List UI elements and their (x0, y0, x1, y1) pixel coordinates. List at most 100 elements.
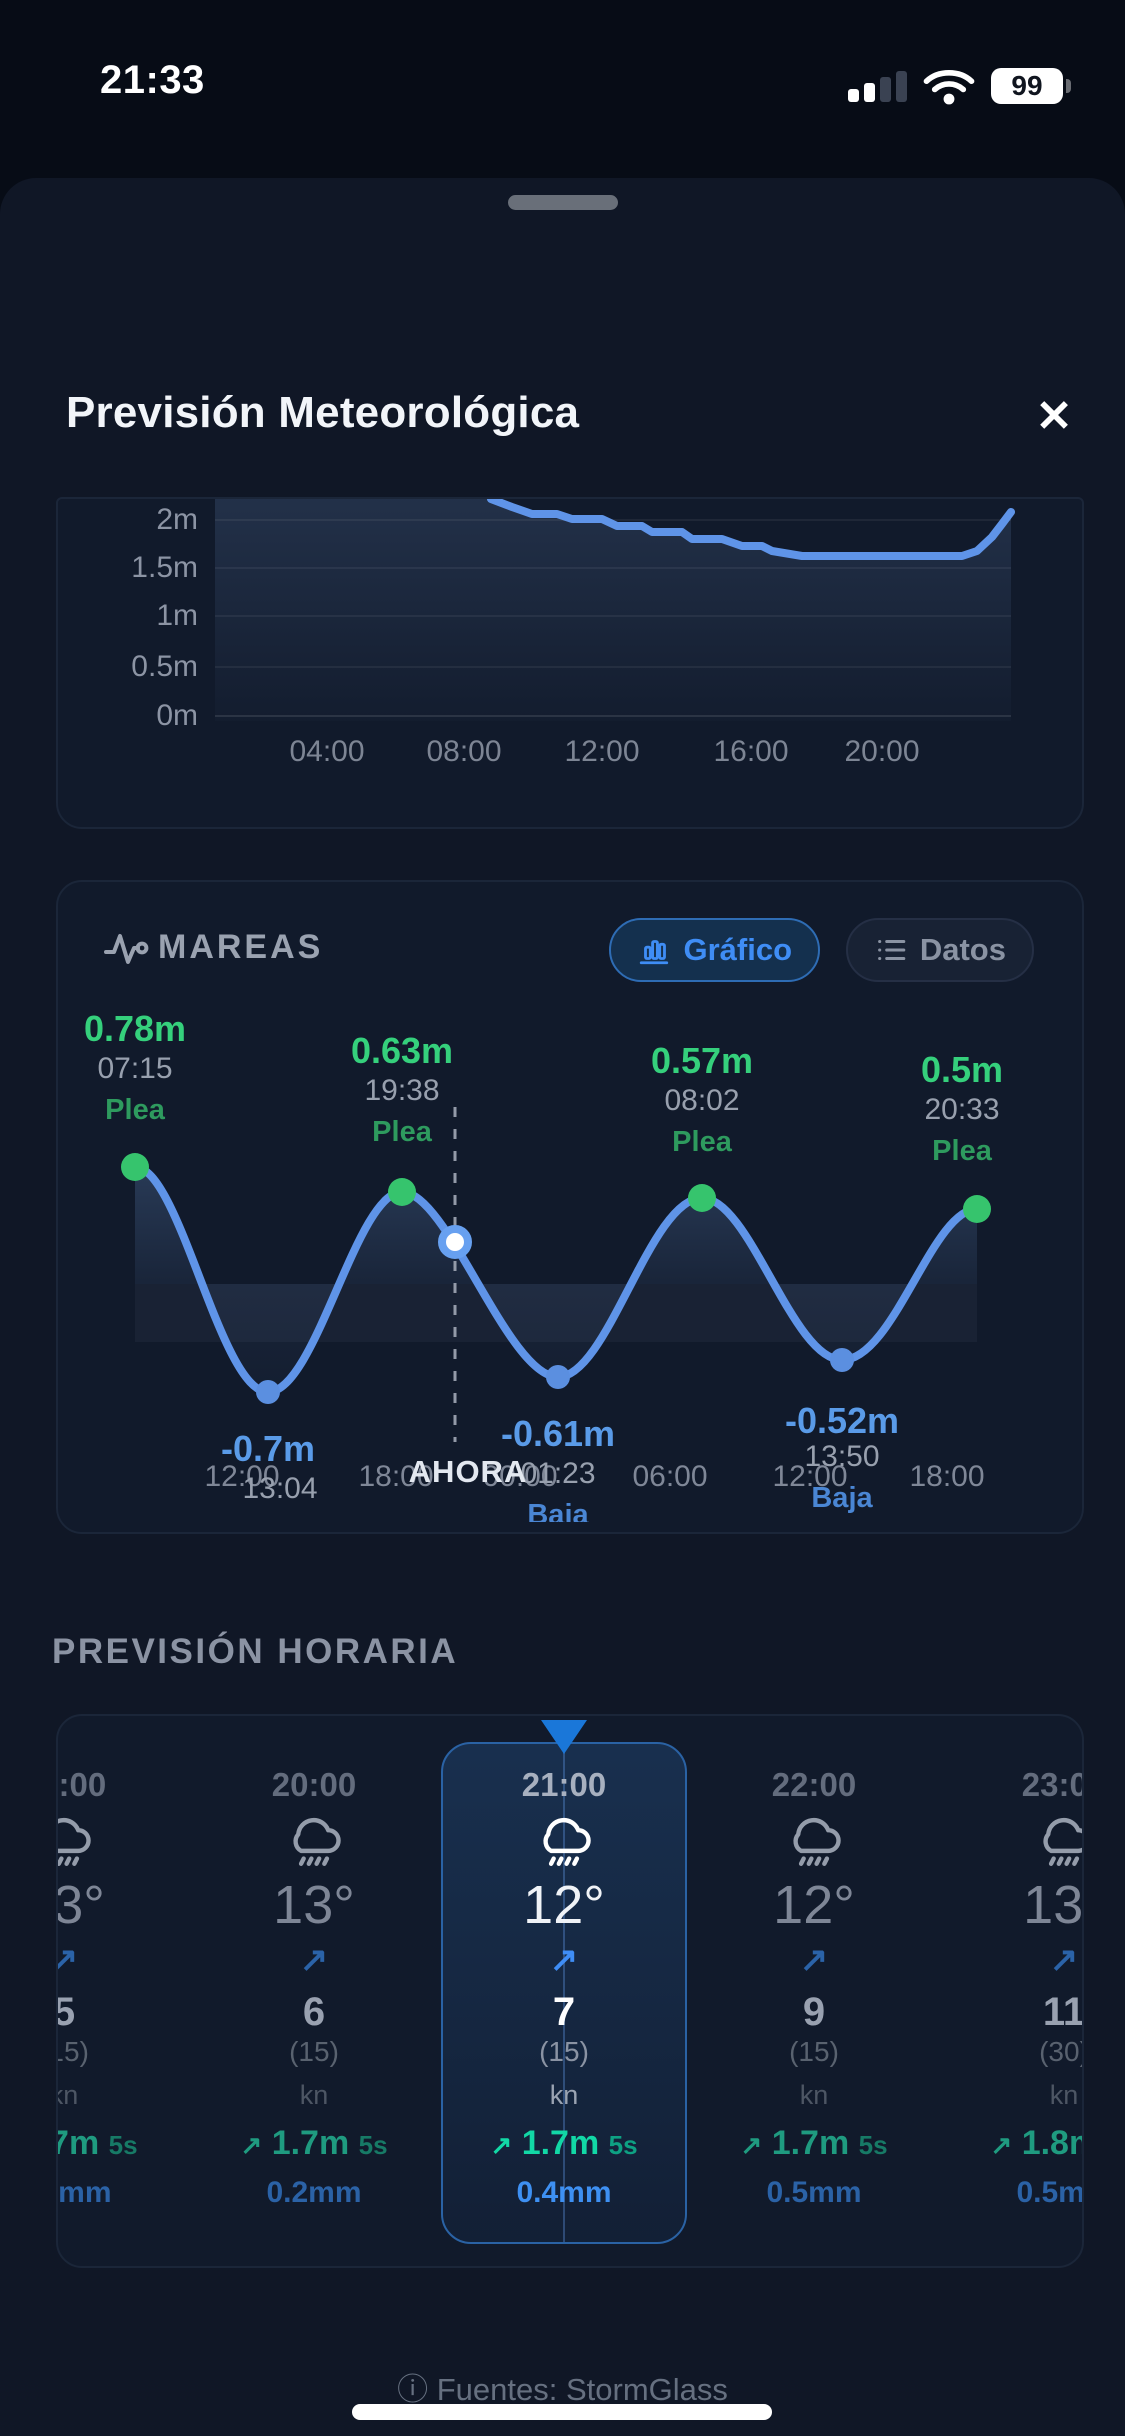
hour-precip: 0.5mm (1016, 2176, 1084, 2209)
hour-wave: ↗ 1.7m 5s (194, 2124, 434, 2163)
hour-time: 21:00 (521, 1766, 607, 1803)
cloud-drizzle-icon (444, 1813, 684, 1881)
home-indicator[interactable] (352, 2404, 772, 2420)
tide-high-time: 20:33 (924, 1093, 1000, 1126)
hour-wind: 5 (58, 1990, 184, 2035)
wave-direction-icon: ↗ (490, 2130, 513, 2160)
wave-height-chart-card: 2m 1.5m 1m 0.5m 0m 04:00 08:00 12 (56, 497, 1084, 829)
wave-height: 1.8m (1021, 2124, 1082, 2162)
hour-wind-unit: kn (799, 2080, 829, 2110)
tide-high-type: Plea (372, 1116, 432, 1148)
tide-high-height: 0.78m (83, 1008, 187, 1049)
cloud-drizzle-icon (944, 1813, 1082, 1881)
tide-high-type: Plea (105, 1094, 165, 1126)
page-title: Previsión Meteorológica (66, 388, 580, 437)
hour-temp: 12° (773, 1875, 855, 1935)
wave-period: 5s (858, 2130, 888, 2160)
hour-wind-unit: kn (299, 2080, 329, 2110)
now-label: AHORA (408, 1454, 528, 1489)
hour-gust: (15) (789, 2036, 839, 2067)
toggle-grafico-label: Gráfico (683, 932, 792, 967)
tide-low-type: Baja (811, 1482, 873, 1514)
list-icon (877, 939, 906, 961)
wave-direction-icon: ↗ (990, 2130, 1013, 2160)
battery-percent: 99 (1011, 70, 1043, 101)
tides-card: MAREAS Gráfico Datos (56, 880, 1084, 1534)
hour-column-22[interactable]: 22:00 12° ↗ 9 (15) kn ↗ 1.7m 5s 0.5mm (694, 1716, 934, 2266)
now-dot (438, 1225, 472, 1259)
tide-high-time: 08:02 (664, 1084, 740, 1117)
tide-high-height: 0.63m (350, 1030, 454, 1071)
wave-height: 1.7m (271, 2124, 350, 2162)
hour-time: 23:00 (1021, 1766, 1082, 1803)
hour-time: 22:00 (771, 1766, 857, 1803)
tide-x-tick: 18:00 (909, 1460, 985, 1493)
wave-x-tick: 04:00 (289, 735, 365, 768)
hour-gust: (30) (1039, 2036, 1084, 2067)
info-icon: ⓘ (397, 2372, 429, 2407)
toggle-datos-button[interactable]: Datos (845, 918, 1034, 982)
hour-temp: 12° (523, 1875, 605, 1935)
toggle-grafico-button[interactable]: Gráfico (609, 918, 820, 982)
tide-high-type: Plea (672, 1126, 732, 1158)
selected-hour-highlight (441, 1742, 687, 2244)
tide-low-height: -0.52m (784, 1400, 900, 1441)
tide-low-height: -0.61m (500, 1413, 616, 1454)
wave-x-tick: 12:00 (564, 735, 640, 768)
high-tide-dot (963, 1195, 991, 1223)
status-time: 21:33 (100, 58, 205, 102)
close-icon: ✕ (1035, 391, 1073, 441)
high-tide-dot (388, 1178, 416, 1206)
wind-direction-icon: ↗ (299, 1941, 329, 1979)
wind-direction-icon: ↗ (58, 1940, 184, 1980)
low-tide-dot (256, 1380, 280, 1404)
hour-column-19[interactable]: 19:00 13° ↗ 5 (15) kn ↗ 1.7m 5s 0.1mm (56, 1716, 184, 2266)
wave-y-tick: 1m (156, 599, 198, 632)
hour-precip: 0.2mm (266, 2176, 362, 2209)
tide-x-tick: 00:00 (482, 1460, 558, 1493)
tide-chart[interactable]: 0.78m 07:15 Plea 0.63m 19:38 Plea 0.57m … (58, 1002, 1082, 1522)
sources-text: Fuentes: StormGlass (436, 2372, 728, 2407)
tide-low-height: -0.7m (220, 1428, 316, 1469)
wind-direction-icon: ↗ (799, 1941, 829, 1979)
tide-high-time: 07:15 (97, 1052, 173, 1085)
tide-x-tick: 12:00 (204, 1460, 280, 1493)
hour-time: 20:00 (271, 1766, 357, 1803)
tide-high-type: Plea (932, 1135, 992, 1167)
hour-precip: 0.5mm (766, 2176, 862, 2209)
tide-x-tick: 06:00 (632, 1460, 708, 1493)
hour-column-23[interactable]: 23:00 13° ↗ 11 (30) kn ↗ 1.8m 5s 0.5mm (944, 1716, 1084, 2266)
hour-wave: ↗ 1.8m 5s (944, 2124, 1082, 2163)
tide-x-tick: 18:00 (358, 1460, 434, 1493)
status-icons: 99 (848, 64, 1088, 108)
wave-x-tick: 20:00 (844, 735, 920, 768)
close-button[interactable]: ✕ (1024, 386, 1084, 446)
wave-y-tick: 0m (156, 699, 198, 732)
hour-wave: ↗ 1.7m 5s (444, 2124, 684, 2163)
tide-x-tick: 12:00 (772, 1460, 848, 1493)
hour-precip: 0.4mm (516, 2176, 612, 2209)
selected-hour-pointer-icon (541, 1720, 587, 1754)
sources-footer: ⓘ Fuentes: StormGlass (0, 2364, 1125, 2409)
tide-low-time: 13:50 (804, 1440, 880, 1473)
hour-gust: (15) (539, 2036, 589, 2067)
wave-height-chart (215, 499, 1015, 721)
wave-height: 1.7m (58, 2124, 100, 2162)
wave-x-tick: 16:00 (713, 735, 789, 768)
hour-column-20[interactable]: 20:00 13° ↗ 6 (15) kn ↗ 1.7m 5s 0.2mm (194, 1716, 434, 2266)
selected-hour-line (563, 1744, 565, 2242)
sheet-grab-handle[interactable] (508, 195, 618, 210)
hour-column-21-selected[interactable]: 21:00 12° ↗ 7 (15) kn ↗ 1.7m 5s 0.4mm (444, 1716, 684, 2266)
hourly-forecast-card: 19:00 13° ↗ 5 (15) kn ↗ 1.7m 5s 0.1mm 20… (56, 1714, 1084, 2268)
high-tide-dot (121, 1153, 149, 1181)
hour-gust: (15) (58, 2036, 89, 2067)
tide-high-height: 0.57m (650, 1040, 754, 1081)
cloud-drizzle-icon (694, 1813, 934, 1881)
cloud-drizzle-icon (194, 1813, 434, 1881)
hourly-section-title: PREVISIÓN HORARIA (52, 1632, 459, 1671)
hour-temp: 13° (56, 1875, 105, 1935)
low-tide-dot (830, 1348, 854, 1372)
wifi-icon (923, 69, 975, 105)
wave-period: 5s (608, 2130, 638, 2160)
hour-wind: 6 (302, 1990, 326, 2034)
